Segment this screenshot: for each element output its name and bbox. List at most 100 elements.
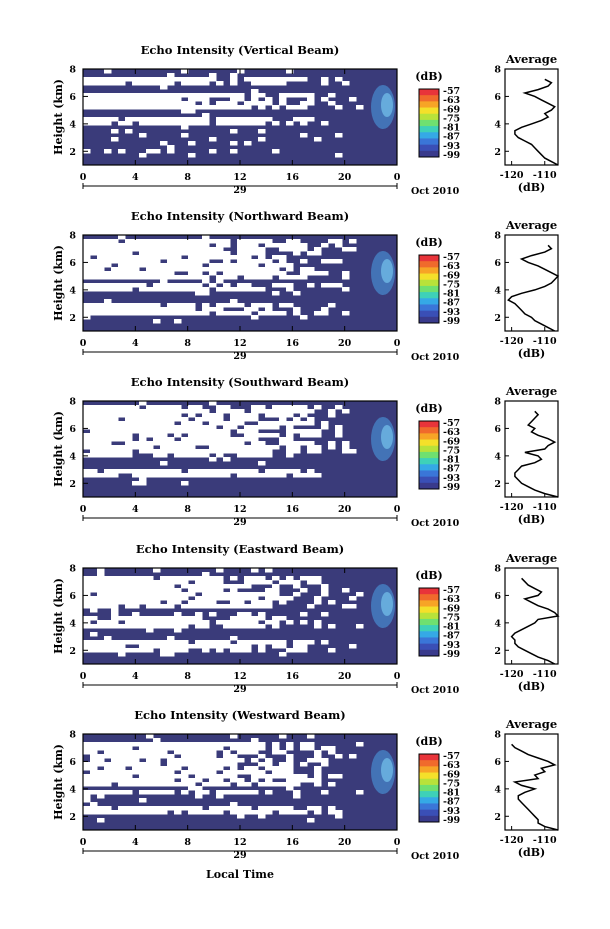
missing-data-cell <box>307 117 315 122</box>
missing-data-cell <box>118 782 126 787</box>
missing-data-cell <box>230 255 238 260</box>
missing-data-cell <box>97 640 105 645</box>
missing-data-cell <box>272 584 280 589</box>
missing-data-cell <box>279 437 287 442</box>
missing-data-cell <box>202 750 210 755</box>
missing-data-cell <box>118 453 126 458</box>
missing-data-cell <box>83 782 91 787</box>
missing-data-cell <box>174 117 182 122</box>
missing-data-cell <box>139 81 147 86</box>
missing-data-cell <box>146 774 154 779</box>
missing-data-cell <box>244 584 252 589</box>
missing-data-cell <box>146 259 154 264</box>
missing-data-cell <box>104 644 112 649</box>
missing-data-cell <box>265 473 273 478</box>
missing-data-cell <box>188 413 196 418</box>
missing-data-cell <box>146 624 154 629</box>
missing-data-cell <box>118 287 126 292</box>
missing-data-cell <box>160 121 168 126</box>
missing-data-cell <box>209 746 217 751</box>
average-frame <box>504 400 559 498</box>
missing-data-cell <box>174 746 182 751</box>
missing-data-cell <box>160 243 168 248</box>
missing-data-cell <box>174 287 182 292</box>
missing-data-cell <box>258 405 266 410</box>
missing-data-cell <box>118 600 126 605</box>
average-y-tick-label: 4 <box>494 618 501 629</box>
missing-data-cell <box>125 409 133 414</box>
missing-data-cell <box>216 441 224 446</box>
missing-data-cell <box>237 239 245 244</box>
missing-data-cell <box>125 275 133 280</box>
missing-data-cell <box>195 121 203 126</box>
missing-data-cell <box>251 750 259 755</box>
missing-data-cell <box>188 750 196 755</box>
missing-data-cell <box>209 413 217 418</box>
missing-data-cell <box>216 243 224 248</box>
missing-data-cell <box>272 291 280 296</box>
missing-data-cell <box>132 405 140 410</box>
missing-data-cell <box>111 311 119 316</box>
average-title: Average <box>505 52 557 66</box>
missing-data-cell <box>251 77 259 82</box>
missing-data-cell <box>153 239 161 244</box>
colorbar-segment <box>419 119 439 127</box>
missing-data-cell <box>174 445 182 450</box>
missing-data-cell <box>104 778 112 783</box>
missing-data-cell <box>251 101 259 106</box>
average-title: Average <box>505 384 557 398</box>
missing-data-cell <box>146 648 154 653</box>
missing-data-cell <box>209 584 217 589</box>
missing-data-cell <box>188 153 196 158</box>
missing-data-cell <box>83 287 91 292</box>
missing-data-cell <box>265 311 273 316</box>
missing-data-cell <box>139 263 147 268</box>
missing-data-cell <box>300 441 308 446</box>
missing-data-cell <box>83 644 91 649</box>
missing-data-cell <box>97 445 105 450</box>
missing-data-cell <box>104 790 112 795</box>
missing-data-cell <box>104 592 112 597</box>
missing-data-cell <box>223 469 231 474</box>
missing-data-cell <box>160 449 168 454</box>
missing-data-cell <box>167 766 175 771</box>
missing-data-cell <box>125 97 133 102</box>
missing-data-cell <box>132 778 140 783</box>
missing-data-cell <box>132 255 140 260</box>
missing-data-cell <box>202 572 210 577</box>
missing-data-cell <box>111 239 119 244</box>
missing-data-cell <box>356 592 364 597</box>
missing-data-cell <box>321 271 329 276</box>
missing-data-cell <box>132 267 140 272</box>
missing-data-cell <box>174 259 182 264</box>
missing-data-cell <box>216 429 224 434</box>
missing-data-cell <box>209 255 217 260</box>
missing-data-cell <box>160 429 168 434</box>
missing-data-cell <box>328 259 336 264</box>
missing-data-cell <box>111 117 119 122</box>
missing-data-cell <box>139 576 147 581</box>
missing-data-cell <box>125 445 133 450</box>
missing-data-cell <box>132 259 140 264</box>
missing-data-cell <box>139 790 147 795</box>
y-tick-label: 4 <box>69 784 76 795</box>
missing-data-cell <box>104 81 112 86</box>
missing-data-cell <box>174 592 182 597</box>
colorbar-tick-label: -63 <box>443 261 460 272</box>
missing-data-cell <box>167 640 175 645</box>
missing-data-cell <box>237 782 245 787</box>
missing-data-cell <box>125 810 133 815</box>
missing-data-cell <box>97 239 105 244</box>
missing-data-cell <box>335 425 343 430</box>
missing-data-cell <box>146 247 154 252</box>
missing-data-cell <box>174 275 182 280</box>
missing-data-cell <box>181 125 189 130</box>
missing-data-cell <box>125 750 133 755</box>
missing-data-cell <box>244 766 252 771</box>
missing-data-cell <box>90 81 98 86</box>
missing-data-cell <box>244 604 252 609</box>
missing-data-cell <box>244 616 252 621</box>
missing-data-cell <box>104 806 112 811</box>
missing-data-cell <box>230 121 238 126</box>
missing-data-cell <box>97 247 105 252</box>
